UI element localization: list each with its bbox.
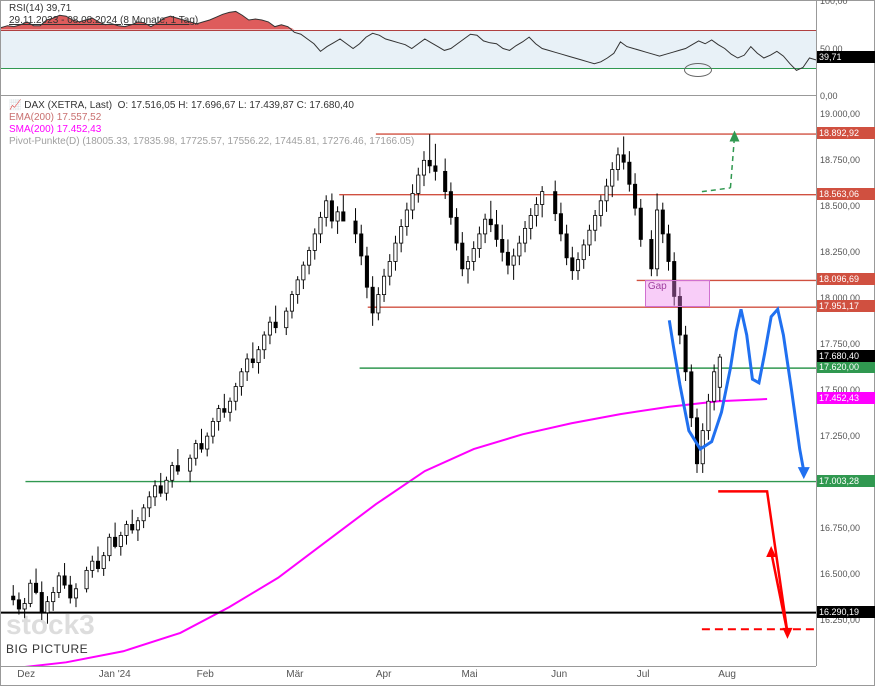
price-ytick: 17.750,00 — [820, 339, 860, 349]
x-tick: Jun — [551, 669, 567, 680]
price-level-badge: 17.680,40 — [817, 350, 875, 362]
price-ytick: 19.000,00 — [820, 109, 860, 119]
x-tick: Apr — [376, 669, 392, 680]
big-picture-label: BIG PICTURE — [6, 642, 88, 656]
gap-label: Gap — [648, 281, 667, 292]
price-level-badge: 17.951,17 — [817, 300, 875, 312]
x-tick: Aug — [718, 669, 736, 680]
x-tick: Jul — [637, 669, 650, 680]
x-tick: Mai — [461, 669, 477, 680]
rsi-ytick: 0,00 — [820, 91, 838, 101]
price-plot — [1, 96, 816, 666]
price-ytick: 18.500,00 — [820, 201, 860, 211]
x-tick: Mär — [286, 669, 303, 680]
x-tick: Jan '24 — [99, 669, 131, 680]
price-level-badge: 18.096,69 — [817, 273, 875, 285]
rsi-ytick: 100,00 — [820, 0, 848, 6]
price-panel: 📈 DAX (XETRA, Last) O: 17.516,05 H: 17.6… — [1, 96, 816, 666]
price-level-badge: 17.003,28 — [817, 475, 875, 487]
watermark: stock3 — [6, 609, 95, 641]
price-level-badge: 16.290,19 — [817, 606, 875, 618]
price-ytick: 18.250,00 — [820, 247, 860, 257]
x-tick: Feb — [197, 669, 214, 680]
x-tick: Dez — [17, 669, 35, 680]
rsi-panel: RSI(14) 39,71 29.11.2023 - 08.08.2024 (8… — [1, 1, 816, 96]
rsi-title: RSI(14) 39,71 — [9, 3, 71, 14]
price-level-badge: 17.452,43 — [817, 392, 875, 404]
rsi-date-range: 29.11.2023 - 08.08.2024 (8 Monate, 1 Tag… — [9, 15, 198, 26]
price-ytick: 16.750,00 — [820, 523, 860, 533]
chart-container: RSI(14) 39,71 29.11.2023 - 08.08.2024 (8… — [0, 0, 875, 686]
x-axis: Dez Jan '24 Feb Mär Apr Mai Jun Jul Aug — [1, 666, 816, 686]
price-ytick: 18.750,00 — [820, 155, 860, 165]
price-level-badge: 18.563,06 — [817, 188, 875, 200]
y-axis: 0,0050,00100,0039,7116.250,0016.500,0016… — [816, 1, 875, 666]
price-level-badge: 18.892,92 — [817, 127, 875, 139]
price-ytick: 16.500,00 — [820, 569, 860, 579]
rsi-value-badge: 39,71 — [817, 51, 875, 63]
price-ytick: 17.250,00 — [820, 431, 860, 441]
price-level-badge: 17.620,00 — [817, 361, 875, 373]
